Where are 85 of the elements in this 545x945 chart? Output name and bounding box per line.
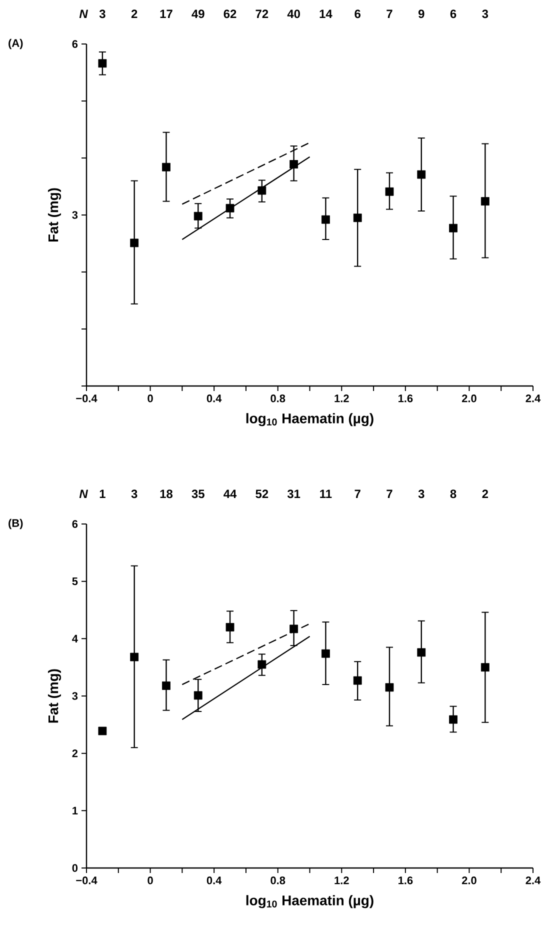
text: 3 [418,490,424,498]
point [162,681,170,690]
text: 62 [224,10,236,18]
point [290,160,298,168]
x-tick-label: 0.8 [270,394,286,402]
text: 1 [100,490,106,498]
x-tick-label: 2.4 [526,876,541,884]
x-tick-label: 0.4 [206,876,222,884]
text: 3 [99,10,106,18]
point [258,186,266,195]
point [98,59,107,68]
y-tick-label: 6 [72,520,78,528]
point [98,726,107,736]
text: 3 [482,10,488,18]
point [322,649,330,658]
y-tick-label: 4 [72,634,78,642]
text: 44 [224,490,237,498]
text: 7 [354,490,360,498]
point [162,162,170,172]
x-tick-label: 1.6 [398,394,413,402]
x-tick-label: 0.4 [206,394,222,402]
point [258,660,266,669]
x-tick-label: −0.4 [76,876,98,884]
text: 2 [482,490,488,498]
point [449,224,458,232]
point [480,197,490,206]
x-tick-label: −0.4 [76,394,98,402]
point [322,215,330,224]
text: 17 [160,10,172,18]
text: N [79,490,88,498]
x-tick-label: 2.0 [462,876,476,884]
text: 8 [450,490,456,498]
text: 35 [192,490,204,498]
point [226,204,234,212]
text: 6 [354,10,360,18]
text: 14 [320,10,332,18]
y-tick-label: 3 [72,692,78,700]
text: 7 [386,490,392,498]
x-tick-label: 1.2 [334,394,349,402]
text: 72 [256,10,268,18]
x-axis-title: log$_{10}$ Haematin (µg) [246,413,374,426]
text: 11 [320,490,332,498]
y-tick-label: 2 [72,750,78,758]
y-tick-label: 5 [72,578,78,586]
y-tick-label: 3 [72,211,78,219]
point [130,238,139,248]
point [226,623,234,632]
point [385,187,394,196]
text: 49 [192,10,204,18]
y-tick-label: 0 [72,864,78,872]
y-axis-title: Fat (mg) [48,669,62,723]
x-tick-label: 0 [148,394,153,402]
point [194,212,202,220]
text: N [79,10,88,18]
x-tick-label: 0 [148,876,153,884]
text: 9 [418,10,424,18]
x-tick-label: 1.2 [334,876,349,884]
y-tick-label: 6 [72,40,78,48]
point [480,663,490,672]
text: 31 [287,490,300,498]
text: 3 [131,490,138,498]
point [353,214,362,222]
text: 2 [131,10,138,18]
y-axis-title: Fat (mg) [48,188,62,242]
text: 18 [160,490,173,498]
text: 6 [450,10,456,18]
x-tick-label: 2.4 [526,394,541,402]
text: 40 [287,10,300,18]
text: 7 [386,10,392,18]
point [417,170,426,179]
point [385,683,394,692]
x-tick-label: 1.6 [398,876,413,884]
x-tick-label: 2.0 [462,394,476,402]
y-tick-label: 1 [72,806,78,814]
point [353,676,362,685]
chart-title: (A) [8,38,23,50]
chart-title: (B) [8,518,23,530]
point [130,652,139,662]
x-tick-label: 0.8 [270,876,286,884]
text: 52 [256,490,268,498]
point [417,648,426,657]
point [194,691,202,700]
point [449,715,458,724]
x-axis-title: log$_{10}$ Haematin (µg) [246,895,374,908]
point [290,624,298,634]
